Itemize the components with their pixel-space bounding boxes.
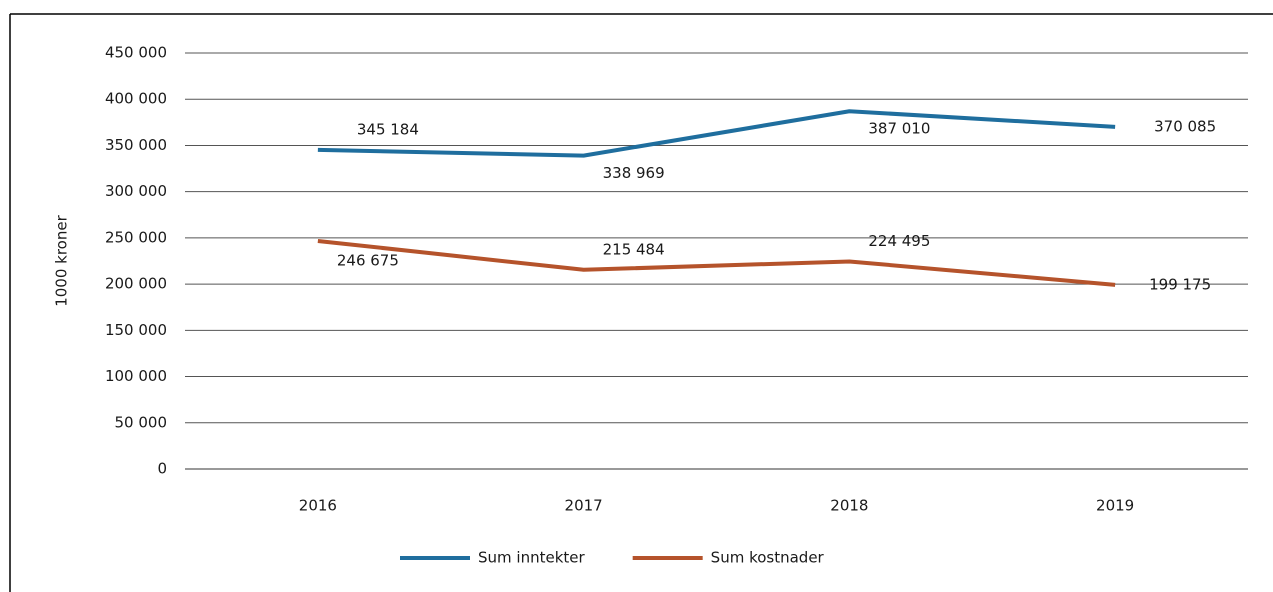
x-tick-label: 2019	[1096, 497, 1134, 515]
y-tick-label: 200 000	[105, 275, 167, 293]
x-tick-label: 2016	[299, 497, 337, 515]
y-tick-label: 250 000	[105, 228, 167, 246]
series-line	[317, 238, 1116, 287]
data-label: 370 085	[1154, 117, 1216, 135]
data-label: 345 184	[357, 120, 419, 138]
data-label: 224 495	[868, 232, 930, 250]
x-tick-label: 2018	[830, 497, 868, 515]
y-tick-label: 150 000	[105, 321, 167, 339]
y-tick-label: 300 000	[105, 182, 167, 200]
data-label: 199 175	[1149, 275, 1211, 293]
legend-label: Sum kostnader	[711, 549, 825, 567]
y-tick-label: 350 000	[105, 136, 167, 154]
legend-label: Sum inntekter	[478, 549, 585, 567]
series-line	[317, 109, 1116, 158]
data-label: 338 969	[603, 164, 665, 182]
y-tick-label: 50 000	[115, 413, 168, 431]
data-label: 215 484	[603, 240, 665, 258]
data-label: 387 010	[868, 120, 930, 138]
y-tick-label: 400 000	[105, 90, 167, 108]
y-axis-label: 1000 kroner	[53, 214, 71, 306]
y-tick-label: 450 000	[105, 44, 167, 62]
y-tick-label: 100 000	[105, 367, 167, 385]
data-label: 246 675	[337, 251, 399, 269]
y-tick-label: 0	[157, 460, 167, 478]
x-tick-label: 2017	[565, 497, 603, 515]
